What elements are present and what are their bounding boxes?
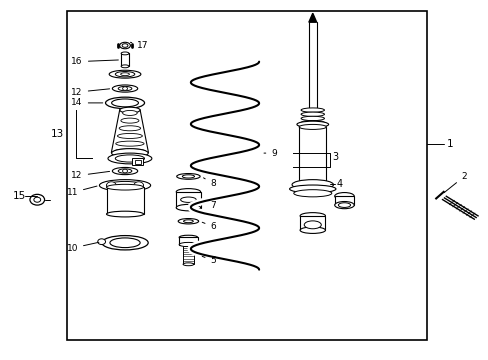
Ellipse shape	[300, 227, 325, 233]
Ellipse shape	[301, 116, 324, 121]
Ellipse shape	[111, 149, 148, 158]
Ellipse shape	[183, 220, 193, 223]
Bar	[121, 53, 129, 66]
Text: 10: 10	[66, 242, 99, 253]
Ellipse shape	[110, 238, 140, 248]
Ellipse shape	[118, 169, 132, 173]
Ellipse shape	[334, 202, 353, 209]
Text: 9: 9	[264, 149, 277, 158]
Ellipse shape	[299, 181, 326, 186]
Ellipse shape	[301, 108, 324, 112]
Text: 3: 3	[331, 152, 338, 162]
Ellipse shape	[106, 181, 143, 189]
Bar	[106, 187, 143, 214]
Text: 15: 15	[13, 191, 26, 201]
Text: 4: 4	[335, 179, 342, 189]
Ellipse shape	[118, 86, 132, 91]
Ellipse shape	[122, 111, 137, 116]
Ellipse shape	[109, 70, 141, 78]
Circle shape	[134, 182, 143, 189]
Ellipse shape	[289, 185, 335, 193]
Circle shape	[122, 169, 127, 173]
Text: 13: 13	[51, 129, 64, 139]
Ellipse shape	[301, 121, 324, 125]
Text: 12: 12	[71, 87, 109, 96]
Polygon shape	[308, 13, 316, 22]
Ellipse shape	[112, 167, 138, 175]
Ellipse shape	[180, 197, 196, 202]
Polygon shape	[111, 110, 148, 155]
Ellipse shape	[112, 85, 138, 92]
Bar	[135, 160, 141, 163]
Bar	[299, 127, 326, 184]
Ellipse shape	[182, 175, 194, 178]
Ellipse shape	[114, 149, 145, 154]
Ellipse shape	[300, 213, 325, 219]
Text: 12: 12	[71, 171, 109, 180]
Ellipse shape	[122, 44, 128, 47]
Ellipse shape	[115, 72, 135, 77]
Ellipse shape	[108, 153, 152, 164]
Ellipse shape	[102, 235, 148, 250]
Ellipse shape	[291, 180, 333, 190]
Ellipse shape	[338, 203, 350, 207]
Bar	[132, 158, 143, 165]
Ellipse shape	[120, 42, 130, 49]
Bar	[66, 12, 427, 339]
Ellipse shape	[179, 242, 197, 247]
Ellipse shape	[299, 125, 326, 130]
Ellipse shape	[176, 204, 200, 211]
Ellipse shape	[178, 219, 198, 224]
Text: 16: 16	[71, 57, 118, 66]
Bar	[176, 192, 200, 208]
Bar	[334, 196, 353, 205]
Bar	[179, 237, 197, 244]
Text: 14: 14	[71, 98, 102, 107]
Ellipse shape	[304, 221, 321, 229]
Text: 1: 1	[446, 139, 452, 149]
Ellipse shape	[115, 155, 144, 162]
Ellipse shape	[293, 190, 331, 197]
Ellipse shape	[176, 174, 200, 179]
Circle shape	[30, 194, 44, 205]
Ellipse shape	[106, 184, 143, 190]
Text: 11: 11	[66, 186, 97, 197]
Circle shape	[122, 87, 127, 90]
Ellipse shape	[119, 126, 141, 131]
Circle shape	[106, 182, 116, 189]
Ellipse shape	[121, 65, 129, 68]
Bar	[183, 246, 193, 264]
Text: 2: 2	[443, 172, 466, 193]
Ellipse shape	[121, 73, 129, 76]
Ellipse shape	[99, 180, 150, 191]
Text: 8: 8	[203, 178, 216, 188]
Bar	[300, 216, 325, 230]
Ellipse shape	[296, 121, 328, 128]
Ellipse shape	[111, 99, 138, 107]
Ellipse shape	[106, 211, 143, 217]
Text: 5: 5	[202, 256, 216, 265]
Ellipse shape	[179, 235, 197, 239]
Ellipse shape	[105, 97, 144, 109]
Ellipse shape	[176, 189, 200, 195]
Ellipse shape	[120, 107, 140, 113]
Ellipse shape	[121, 118, 139, 123]
Ellipse shape	[117, 134, 142, 139]
Ellipse shape	[116, 141, 144, 146]
Circle shape	[34, 197, 41, 202]
Text: 6: 6	[202, 222, 216, 231]
Ellipse shape	[121, 52, 129, 55]
Ellipse shape	[183, 263, 193, 266]
Text: 17: 17	[130, 41, 148, 50]
Circle shape	[98, 239, 105, 244]
Ellipse shape	[334, 193, 353, 200]
Ellipse shape	[301, 112, 324, 116]
Text: 7: 7	[203, 201, 216, 210]
